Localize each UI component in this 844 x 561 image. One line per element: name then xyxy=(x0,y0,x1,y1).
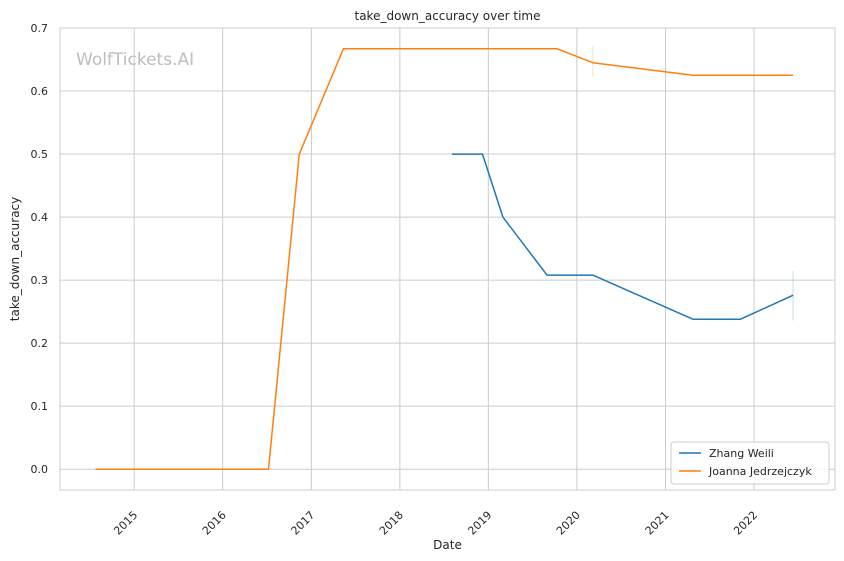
y-axis-title: take_down_accuracy xyxy=(8,197,22,321)
watermark-text: WolfTickets.AI xyxy=(76,50,194,70)
series-line-joanna-jedrzejczyk xyxy=(95,48,794,470)
series-lines xyxy=(95,45,794,470)
series-line-zhang-weili xyxy=(452,153,794,320)
legend-box xyxy=(670,441,830,485)
y-tick-label: 0.3 xyxy=(31,274,49,287)
chart-title: take_down_accuracy over time xyxy=(355,9,541,23)
y-tick-label: 0.2 xyxy=(31,337,49,350)
plot-frame xyxy=(59,27,836,491)
x-axis-title: Date xyxy=(433,538,462,552)
y-tick-label: 0.1 xyxy=(31,400,49,413)
y-tick-label: 0.6 xyxy=(31,85,49,98)
legend: Zhang Weili Joanna Jedrzejczyk xyxy=(670,441,830,485)
y-tick-label: 0.4 xyxy=(31,211,49,224)
y-tick-label: 0.0 xyxy=(31,463,49,476)
legend-label: Joanna Jedrzejczyk xyxy=(708,465,812,478)
y-tick-label: 0.5 xyxy=(31,148,49,161)
legend-label: Zhang Weili xyxy=(709,447,774,460)
y-tick-label: 0.7 xyxy=(31,22,49,35)
